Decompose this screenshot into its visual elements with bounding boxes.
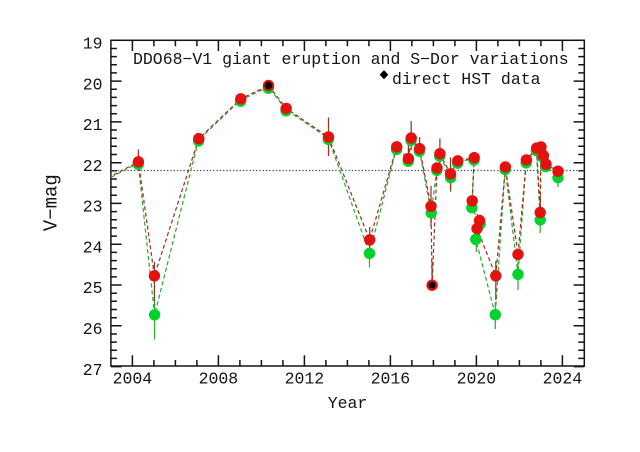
svg-text:20: 20 [83, 75, 103, 94]
svg-text:2016: 2016 [371, 370, 411, 389]
svg-text:2008: 2008 [199, 370, 239, 389]
svg-text:21: 21 [83, 116, 103, 135]
svg-text:24: 24 [83, 238, 103, 257]
svg-text:25: 25 [83, 279, 103, 298]
svg-text:27: 27 [83, 361, 103, 380]
svg-text:Year: Year [328, 394, 368, 413]
svg-text:26: 26 [83, 320, 103, 339]
svg-text:DDO68−V1 giant eruption and S−: DDO68−V1 giant eruption and S−Dor variat… [133, 50, 569, 69]
svg-text:2012: 2012 [285, 370, 325, 389]
svg-text:2024: 2024 [543, 370, 583, 389]
svg-text:V−mag: V−mag [41, 174, 63, 231]
svg-text:direct HST data: direct HST data [392, 70, 541, 89]
svg-text:22: 22 [83, 157, 103, 176]
svg-text:23: 23 [83, 198, 103, 217]
svg-text:2004: 2004 [113, 370, 153, 389]
svg-text:2020: 2020 [457, 370, 497, 389]
svg-text:19: 19 [83, 35, 103, 54]
